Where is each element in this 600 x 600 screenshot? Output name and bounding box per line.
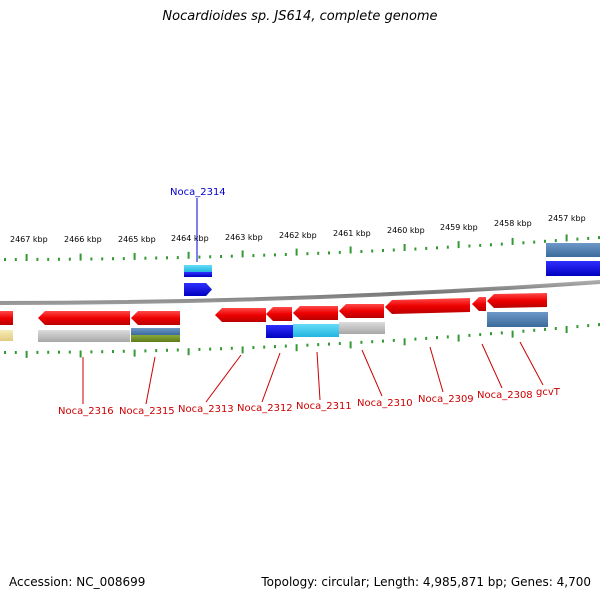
scale-label: 2460 kbp [387, 226, 425, 235]
gene-arrow-noca-2312[interactable] [266, 307, 292, 321]
gene-labels: Noca_2316 Noca_2315 Noca_2313 Noca_2312 … [58, 187, 561, 417]
scale-label: 2458 kbp [494, 219, 532, 228]
cog-track [0, 312, 548, 342]
scale-label: 2467 kbp [10, 235, 48, 244]
cog-bar-steel [546, 243, 600, 257]
gene-arrow-noca-2310[interactable] [339, 304, 384, 318]
upper-track [184, 243, 600, 296]
gene-bar-blue [546, 261, 600, 276]
cog-bar-blue [184, 272, 212, 277]
gene-label: gcvT [536, 387, 561, 398]
accession-text: Accession: NC_008699 [9, 575, 146, 589]
cog-bar-steel [487, 312, 548, 327]
cog-bar-olive [131, 335, 180, 342]
gene-arrow-noca-2308[interactable] [487, 293, 547, 308]
gene-arrow[interactable] [0, 311, 13, 325]
label-leaders [82, 341, 544, 405]
map-title: Nocardioides sp. JS614, complete genome [162, 9, 438, 24]
scale-label: 2462 kbp [279, 231, 317, 240]
gene-arrow-noca-2309[interactable] [385, 298, 470, 314]
gene-label: Noca_2309 [418, 394, 474, 405]
cog-bar-cyan [184, 265, 212, 272]
gene-label: Noca_2315 [119, 406, 175, 417]
scale-label: 2461 kbp [333, 229, 371, 238]
gene-track [0, 293, 547, 325]
cog-bar-steel [131, 328, 180, 335]
gene-label: Noca_2314 [170, 187, 226, 198]
cog-bar-gray [339, 322, 385, 334]
cog-bar-beige [0, 330, 13, 341]
gene-arrow-noca-2316[interactable] [38, 311, 130, 325]
genome-backbone [0, 280, 600, 305]
cog-bar-gray [38, 330, 130, 342]
scale-label: 2464 kbp [171, 234, 209, 243]
inner-scale-ticks [4, 323, 600, 358]
gene-arrow[interactable] [472, 297, 486, 311]
genome-summary: Topology: circular; Length: 4,985,871 bp… [261, 575, 591, 589]
scale-label: 2457 kbp [548, 214, 586, 223]
gene-label: Noca_2313 [178, 404, 234, 415]
scale-label: 2465 kbp [118, 235, 156, 244]
gene-arrow-noca-2313[interactable] [215, 308, 266, 322]
gene-label: Noca_2311 [296, 401, 352, 412]
gene-label: Noca_2308 [477, 390, 533, 401]
scale-label: 2459 kbp [440, 223, 478, 232]
gene-arrow-noca-2314[interactable] [184, 283, 212, 296]
gene-arrow-noca-2315[interactable] [131, 311, 180, 325]
scale-label: 2466 kbp [64, 235, 102, 244]
gene-label: Noca_2312 [237, 403, 293, 414]
gene-label: Noca_2310 [357, 398, 413, 409]
gene-label: Noca_2316 [58, 406, 114, 417]
cog-bar-blue [266, 325, 293, 338]
gene-arrow-noca-2311[interactable] [293, 306, 338, 320]
scale-label: 2463 kbp [225, 233, 263, 242]
cog-bar-cyan [293, 324, 339, 337]
scale-labels: 2467 kbp 2466 kbp 2465 kbp 2464 kbp 2463… [10, 214, 586, 244]
outer-scale-ticks [4, 234, 600, 261]
